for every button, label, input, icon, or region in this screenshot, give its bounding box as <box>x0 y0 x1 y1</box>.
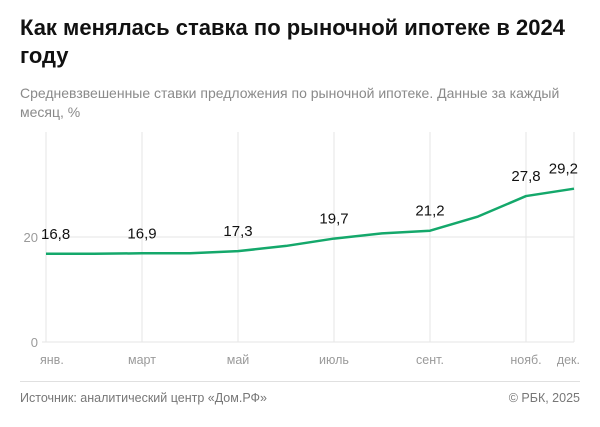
x-tick-label: июль <box>319 353 349 367</box>
series-line <box>46 187 575 256</box>
x-tick-label: март <box>128 353 156 367</box>
data-label: 16,8 <box>41 226 70 243</box>
data-label: 21,2 <box>415 203 444 220</box>
chart-title: Как менялась ставка по рыночной ипотеке … <box>20 15 565 68</box>
data-label: 17,3 <box>223 223 252 240</box>
x-tick-label: нояб. <box>510 353 541 367</box>
x-tick-label: янв. <box>40 353 64 367</box>
chart-subtitle: Средневзвешенные ставки предложения по р… <box>20 85 560 120</box>
data-label: 19,7 <box>319 211 348 228</box>
y-tick-label: 20 <box>24 230 38 245</box>
y-tick-label: 0 <box>31 335 38 350</box>
x-tick-label: сент. <box>416 353 444 367</box>
copyright: © РБК, 2025 <box>508 391 580 405</box>
x-tick-label: дек. <box>557 353 580 367</box>
data-label: 29,2 <box>549 161 578 178</box>
source-note: Источник: аналитический центр «Дом.РФ» <box>20 391 267 405</box>
x-tick-label: май <box>227 353 250 367</box>
data-label: 27,8 <box>511 168 540 185</box>
footer-divider <box>20 381 580 382</box>
data-label: 16,9 <box>127 225 156 242</box>
